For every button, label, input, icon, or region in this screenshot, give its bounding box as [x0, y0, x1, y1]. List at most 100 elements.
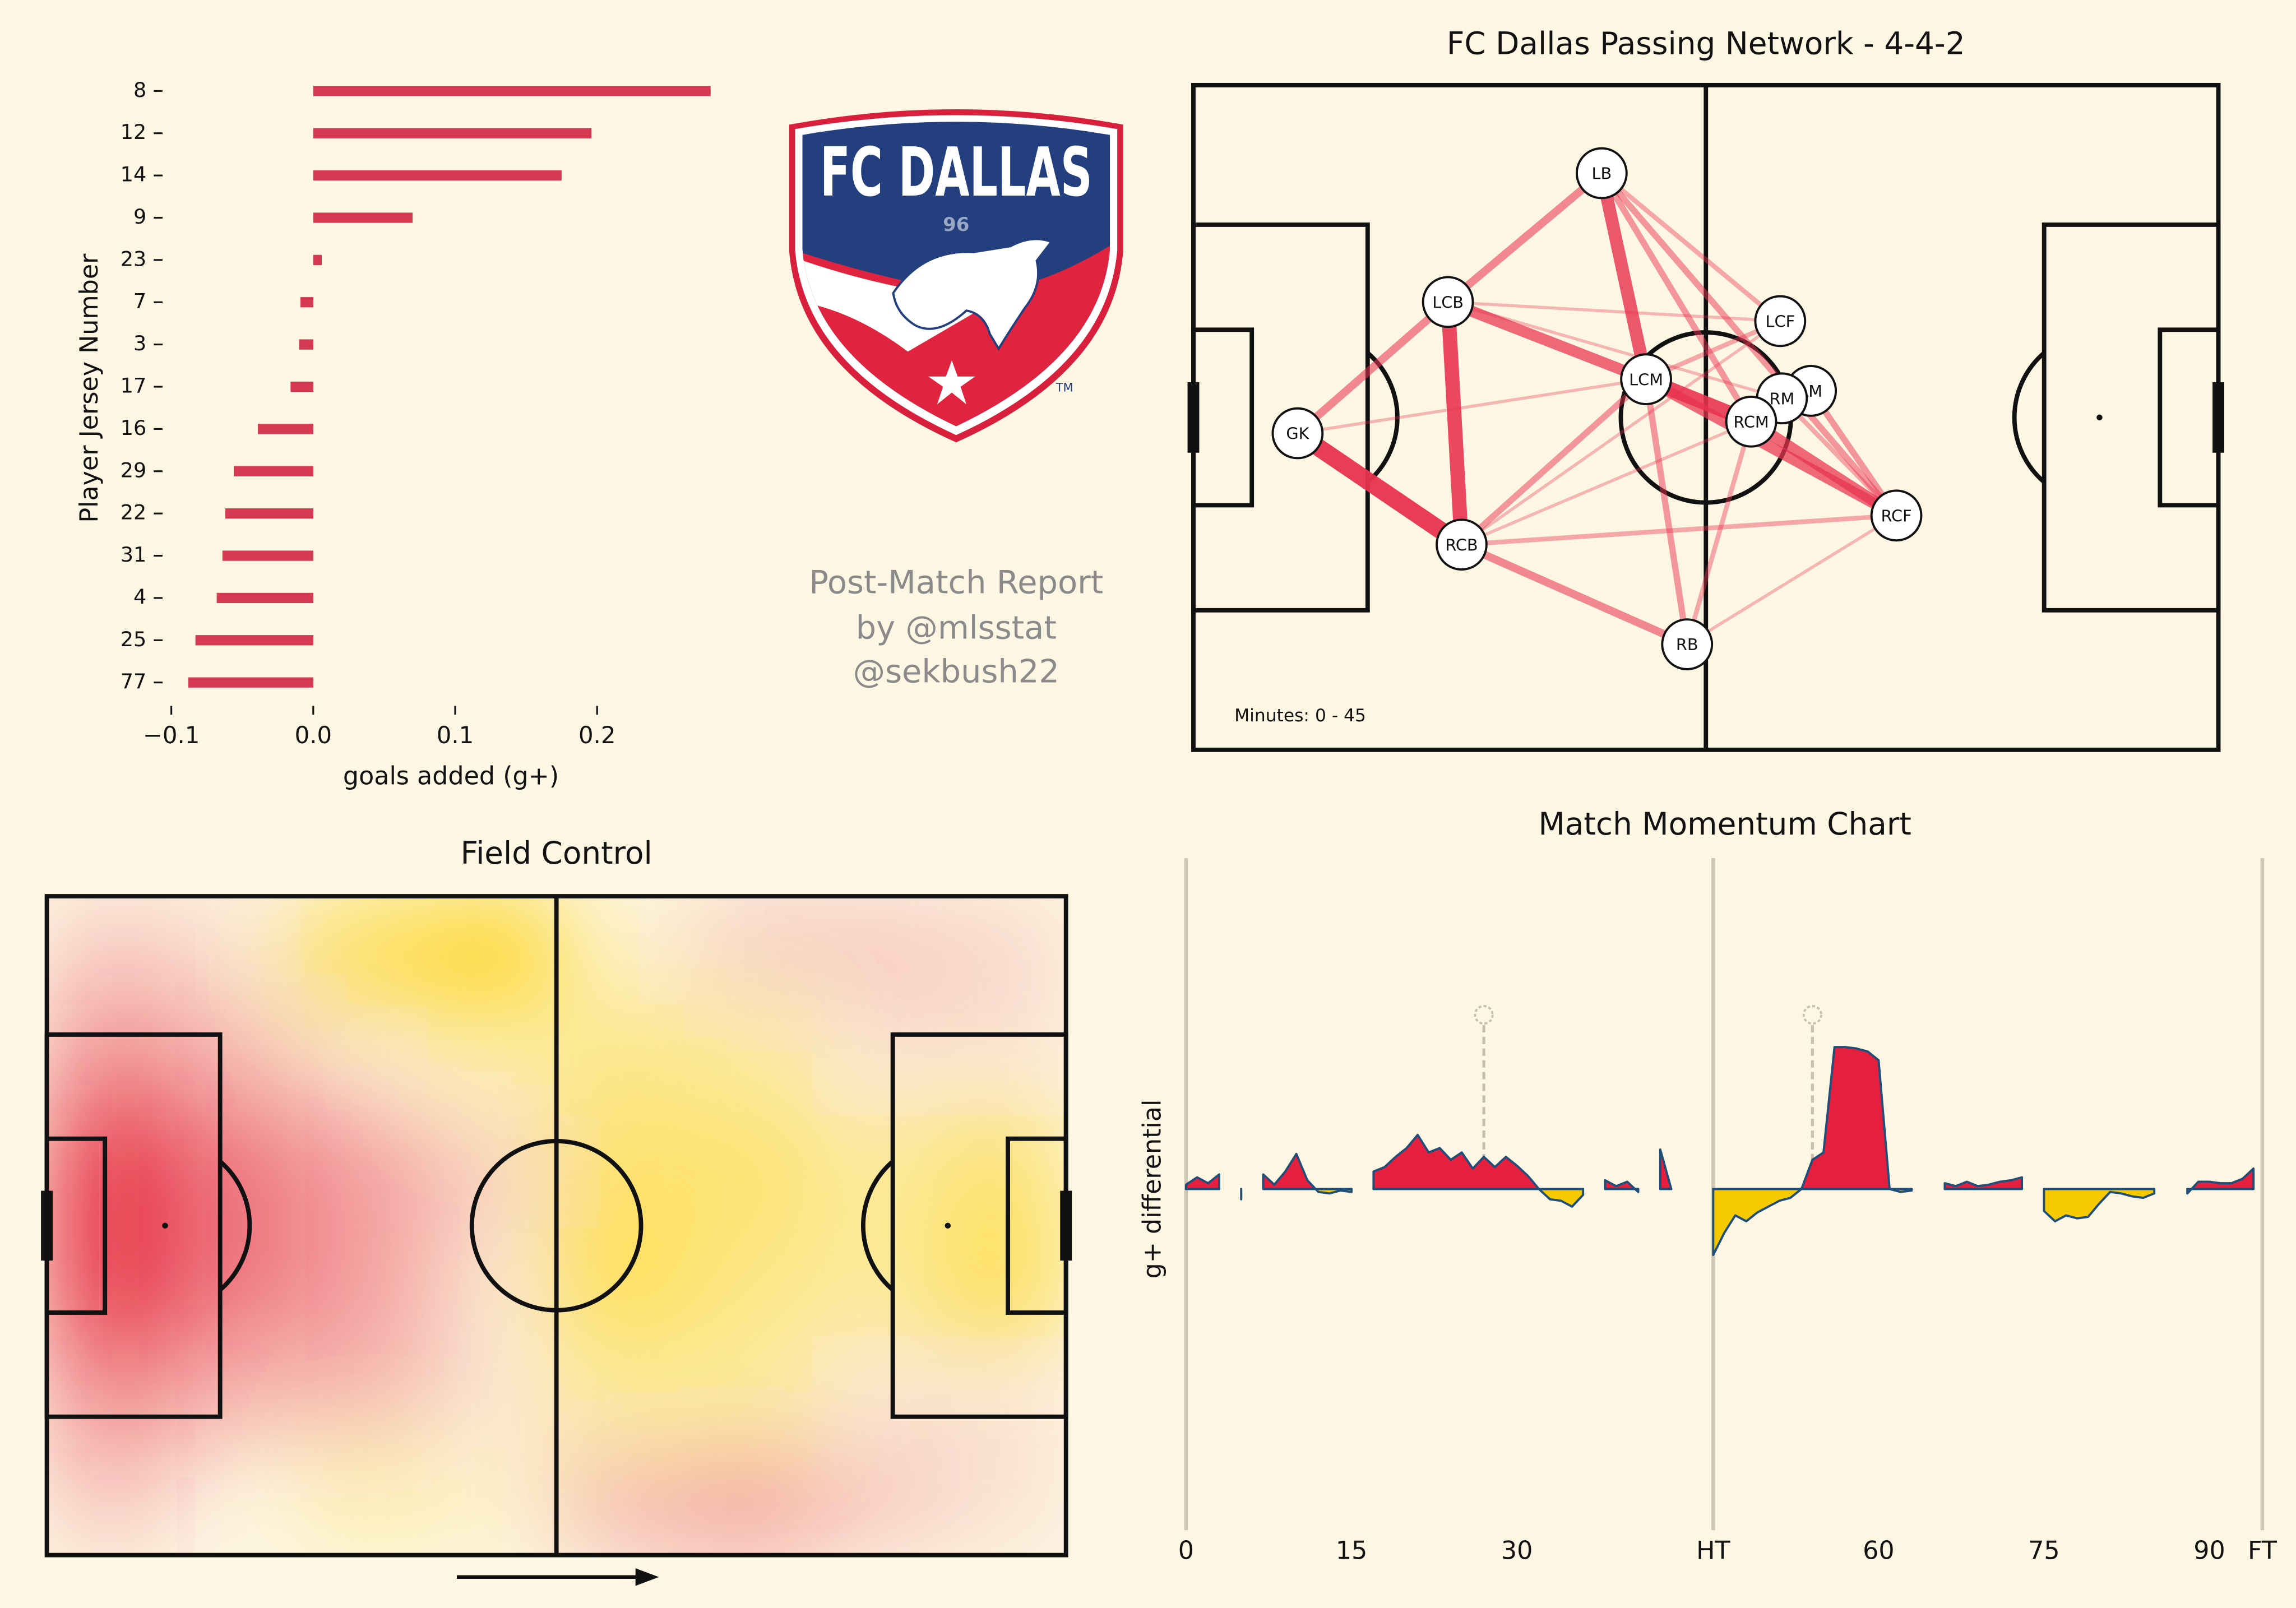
heat-cell — [427, 896, 558, 1008]
player-label: RB — [1676, 635, 1698, 654]
bar — [258, 424, 313, 434]
heat-cell — [682, 1004, 813, 1118]
pass-edge — [1685, 514, 1898, 646]
heat-cell — [47, 1444, 176, 1555]
annotation: Minutes: 0 - 45 — [1234, 706, 1366, 726]
player-label: RCB — [1445, 535, 1478, 554]
y-tick-label: 9 — [133, 205, 146, 229]
heat-cell — [427, 1444, 558, 1555]
x-tick-label: 15 — [1336, 1536, 1368, 1565]
y-tick-label: 17 — [121, 374, 147, 398]
player-label: LCF — [1766, 312, 1795, 331]
momentum-outline — [1943, 1176, 2024, 1190]
player-label: GK — [1286, 424, 1309, 443]
pass-edge — [1458, 376, 1650, 548]
pass-edge — [1684, 419, 1754, 647]
y-tick-label: 4 — [133, 585, 146, 609]
logo: FC DALLAS 96 TM — [789, 109, 1123, 443]
x-tick-label: 60 — [1863, 1536, 1895, 1565]
pass-edge — [1442, 296, 1652, 385]
chart-title: Match Momentum Chart — [1539, 806, 1911, 842]
y-tick-label: 23 — [121, 247, 147, 271]
goal — [1060, 1190, 1072, 1261]
x-axis-label: goals added (g+) — [343, 762, 559, 790]
player-label: LCM — [1629, 370, 1663, 389]
bar — [313, 86, 711, 96]
x-tick-label: 0.2 — [578, 721, 615, 749]
heat-cell — [937, 1444, 1066, 1555]
heat-cell — [809, 1114, 941, 1227]
pass-edge — [1446, 300, 1784, 400]
momentum-area-negative — [1373, 1189, 1584, 1207]
momentum-outline — [1604, 1179, 1640, 1193]
heat-cell — [937, 1004, 1066, 1118]
heat-cell — [47, 896, 176, 1008]
player-label: RM — [1770, 389, 1795, 408]
pass-edge — [1293, 298, 1452, 438]
goal — [41, 1190, 53, 1261]
x-tick-label: 0 — [1178, 1536, 1194, 1565]
player-node — [1620, 353, 1672, 406]
heat-cell — [300, 1114, 430, 1227]
pass-edge — [1746, 416, 1902, 521]
player-node — [1725, 395, 1777, 448]
player-node — [1422, 276, 1474, 328]
bar — [216, 592, 313, 604]
heat-cell — [300, 1334, 430, 1447]
y-tick-label: 12 — [121, 120, 147, 144]
heat-cell — [427, 1334, 558, 1447]
heat-cell — [809, 1224, 941, 1337]
momentum-outline — [1372, 1133, 1585, 1208]
bar — [234, 466, 313, 476]
x-tick-label: FT — [2248, 1536, 2278, 1565]
swoosh — [802, 256, 996, 352]
heat-cell — [555, 1334, 686, 1447]
heat-cell — [937, 1114, 1066, 1227]
bar — [222, 550, 313, 561]
heat-cell — [555, 1004, 686, 1118]
heat-cell — [47, 1004, 176, 1118]
heat-cell — [173, 896, 303, 1008]
momentum-outline — [1262, 1152, 1353, 1195]
heat-cell — [173, 1114, 303, 1227]
goal — [1187, 382, 1200, 453]
y-tick-label: 14 — [121, 163, 147, 187]
heat-cell — [555, 1444, 686, 1555]
pass-edge — [1598, 170, 1900, 519]
player-node — [1575, 147, 1628, 200]
y-tick-label: 16 — [121, 416, 147, 440]
heat-cell — [937, 1224, 1066, 1337]
y-axis-label: g+ differential — [1138, 1100, 1166, 1279]
heat-cell — [173, 1444, 303, 1556]
heat-cell — [555, 896, 686, 1008]
heat-cell — [47, 1114, 176, 1227]
pass-edge — [1779, 396, 1899, 518]
heat-cell — [937, 1334, 1066, 1447]
bar — [313, 254, 322, 266]
heat-cell — [47, 1334, 176, 1447]
heat-cell — [809, 896, 941, 1008]
player-node — [1436, 518, 1488, 571]
arrow-head — [635, 1568, 659, 1586]
momentum-area-positive — [1945, 1177, 2022, 1189]
x-tick-label: HT — [1696, 1536, 1730, 1565]
y-tick-label: 25 — [121, 627, 147, 651]
momentum-outline — [2043, 1188, 2156, 1222]
penalty-arc — [860, 1160, 895, 1292]
pass-edge — [1642, 376, 1691, 648]
penalty-arc — [2012, 351, 2046, 484]
player-label: RCM — [1733, 413, 1769, 432]
heat-cell — [47, 1224, 176, 1337]
heat-cell — [682, 1444, 813, 1555]
y-tick-label: 29 — [121, 458, 147, 482]
x-tick-label: 75 — [2028, 1536, 2060, 1565]
pass-edge — [1598, 170, 1755, 425]
bar — [300, 297, 313, 308]
pass-edge — [1289, 424, 1471, 554]
y-axis-label: Player Jersey Number — [75, 253, 104, 523]
momentum-area-positive — [1186, 1174, 1219, 1189]
bar — [313, 170, 562, 181]
y-tick-label: 77 — [121, 669, 147, 693]
heat-cell — [809, 1004, 941, 1118]
